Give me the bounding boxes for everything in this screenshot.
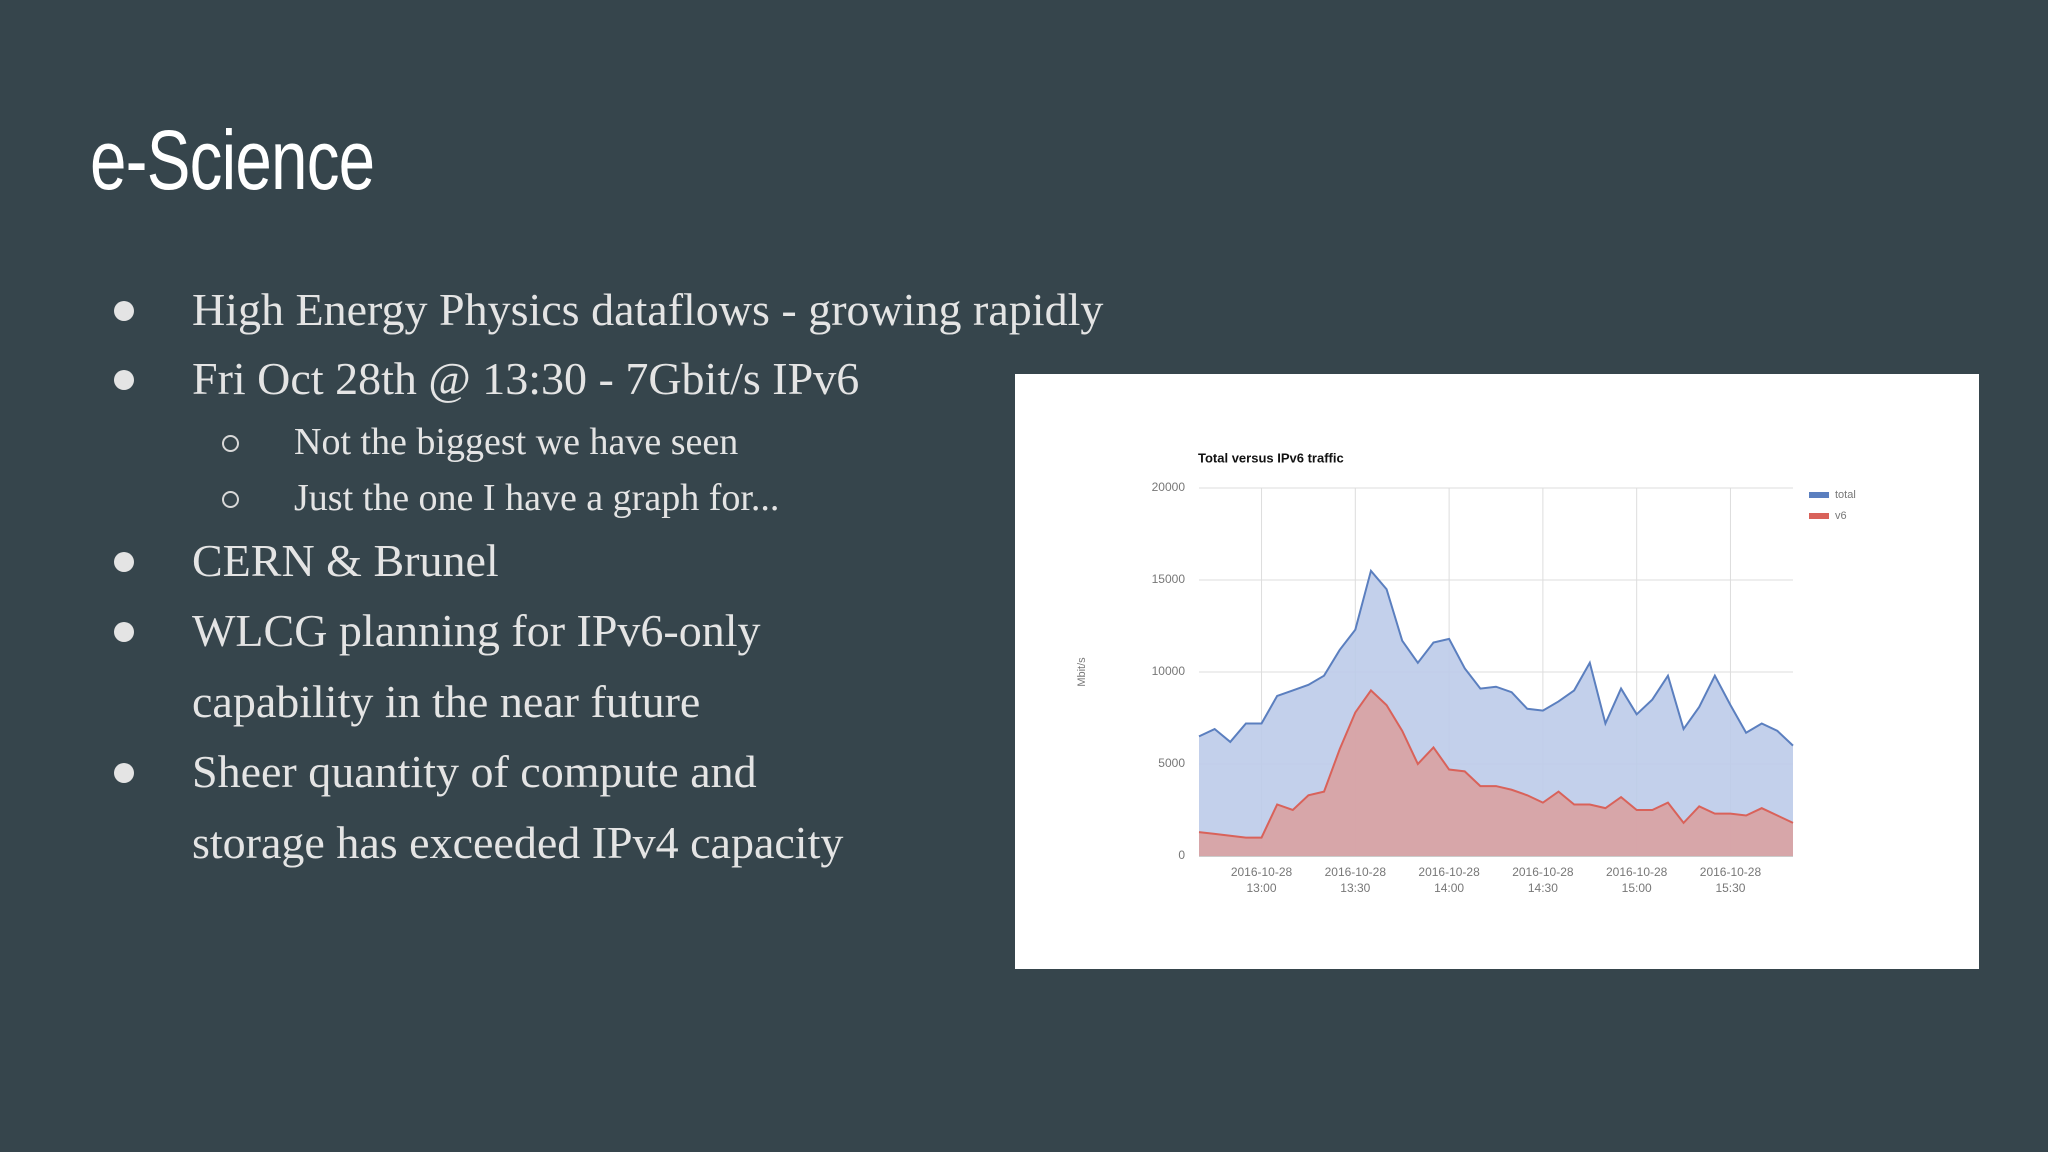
bullet-dot: [114, 301, 134, 321]
x-tick-label: 2016-10-28 15:30: [1699, 865, 1762, 895]
y-tick-label: 10000: [1152, 664, 1186, 678]
chart: Total versus IPv6 traffic Mbit/s 0 5000 10…: [1076, 450, 1856, 862]
bullet-dot: [114, 622, 134, 642]
chart-title: Total versus IPv6 traffic: [1198, 450, 1344, 465]
y-tick-label: 0: [1178, 848, 1185, 862]
x-tick-label: 2016-10-28 15:00: [1605, 865, 1668, 895]
chart-box: Total versus IPv6 traffic Mbit/s 0 5000 10…: [1015, 374, 1979, 969]
sub-bullet-circle: [222, 491, 239, 508]
sub-bullet-circle: [222, 435, 239, 452]
bullet-text: WLCG planning for IPv6-only: [192, 605, 761, 656]
bullet-text: storage has exceeded IPv4 capacity: [192, 817, 844, 868]
bullet-text: High Energy Physics dataflows - growing …: [192, 284, 1104, 335]
sub-bullet-text: Just the one I have a graph for...: [294, 477, 780, 519]
bullet-text: capability in the near future: [192, 676, 701, 727]
x-tick-label: 2016-10-28 13:30: [1324, 865, 1386, 895]
bullet-text: Fri Oct 28th @ 13:30 - 7Gbit/s IPv6: [192, 353, 860, 404]
bullet-text: Sheer quantity of compute and: [192, 746, 757, 797]
y-tick-label: 15000: [1152, 572, 1186, 586]
x-tick-label: 2016-10-28 14:00: [1418, 865, 1480, 895]
y-tick-label: 5000: [1158, 756, 1185, 770]
bullet-dot: [114, 552, 134, 572]
series-line: [1198, 568, 1794, 747]
legend-swatch: [1809, 492, 1829, 498]
legend-label: total: [1835, 489, 1856, 501]
legend-swatch: [1809, 513, 1829, 519]
y-axis-label: Mbit/s: [1076, 657, 1088, 687]
series-line: [1198, 688, 1794, 839]
bullet-text: CERN & Brunel: [192, 535, 499, 586]
bullet-dot: [114, 370, 134, 390]
y-tick-label: 20000: [1152, 480, 1186, 494]
x-tick-label: 2016-10-28 13:00: [1230, 865, 1293, 895]
sub-bullet-text: Not the biggest we have seen: [294, 421, 739, 463]
slide-title: e-Science: [90, 113, 375, 207]
bullet-dot: [114, 763, 134, 783]
x-tick-label: 2016-10-28 14:30: [1512, 865, 1574, 895]
legend-label: v6: [1835, 510, 1847, 522]
